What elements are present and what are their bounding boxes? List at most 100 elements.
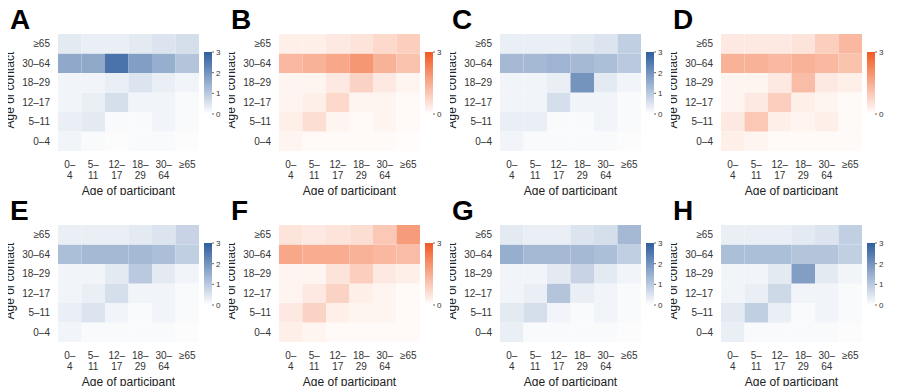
svg-text:3: 3: [216, 48, 221, 57]
svg-text:0: 0: [658, 301, 663, 310]
svg-text:≥65: ≥65: [696, 229, 713, 240]
svg-text:≥65: ≥65: [254, 38, 271, 49]
svg-text:≥65: ≥65: [33, 229, 50, 240]
svg-text:18–29: 18–29: [574, 350, 591, 372]
svg-text:18–29: 18–29: [795, 350, 812, 372]
svg-text:3: 3: [879, 48, 884, 57]
svg-text:12–17: 12–17: [108, 350, 125, 372]
svg-text:≥65: ≥65: [33, 38, 50, 49]
svg-text:≥65: ≥65: [475, 38, 492, 49]
svg-text:Age of contact: Age of contact: [8, 51, 17, 128]
svg-text:≥65: ≥65: [621, 350, 638, 361]
svg-text:12–17: 12–17: [22, 288, 50, 299]
svg-text:0–4: 0–4: [506, 159, 518, 181]
svg-text:≥65: ≥65: [842, 159, 859, 170]
svg-text:30–64: 30–64: [597, 159, 614, 181]
svg-text:Age of contact: Age of contact: [450, 51, 459, 128]
svg-text:18–29: 18–29: [353, 350, 370, 372]
svg-text:1: 1: [216, 280, 221, 289]
svg-text:Age of contact: Age of contact: [8, 242, 17, 319]
svg-text:1: 1: [658, 89, 663, 98]
svg-text:0–4: 0–4: [696, 136, 713, 147]
svg-text:Age of participant: Age of participant: [745, 375, 839, 386]
svg-text:18–29: 18–29: [685, 77, 713, 88]
svg-text:3: 3: [437, 239, 442, 248]
svg-text:30–64: 30–64: [22, 249, 50, 260]
svg-text:3: 3: [658, 48, 663, 57]
svg-text:12–17: 12–17: [771, 350, 788, 372]
svg-text:Age of participant: Age of participant: [524, 184, 618, 195]
svg-text:30–64: 30–64: [597, 350, 614, 372]
svg-text:0: 0: [879, 110, 884, 119]
svg-text:12–17: 12–17: [771, 159, 788, 181]
svg-text:0–4: 0–4: [285, 350, 297, 372]
svg-text:5–11: 5–11: [691, 307, 713, 318]
svg-text:≥65: ≥65: [254, 229, 271, 240]
svg-text:2: 2: [658, 260, 663, 269]
svg-text:30–64: 30–64: [464, 249, 492, 260]
svg-text:5–11: 5–11: [309, 350, 321, 372]
svg-text:5–11: 5–11: [751, 350, 763, 372]
svg-text:≥65: ≥65: [475, 229, 492, 240]
svg-text:12–17: 12–17: [108, 159, 125, 181]
svg-text:0–4: 0–4: [696, 327, 713, 338]
svg-text:12–17: 12–17: [22, 97, 50, 108]
svg-text:18–29: 18–29: [243, 268, 271, 279]
svg-text:Age of contact: Age of contact: [229, 242, 238, 319]
svg-text:≥65: ≥65: [696, 38, 713, 49]
svg-text:18–29: 18–29: [243, 77, 271, 88]
svg-text:30–64: 30–64: [685, 249, 713, 260]
svg-text:18–29: 18–29: [132, 350, 149, 372]
svg-text:12–17: 12–17: [550, 350, 567, 372]
svg-text:0–4: 0–4: [254, 327, 271, 338]
svg-text:Age of participant: Age of participant: [303, 184, 397, 195]
svg-text:18–29: 18–29: [685, 268, 713, 279]
svg-text:1: 1: [658, 280, 663, 289]
svg-text:5–11: 5–11: [691, 116, 713, 127]
svg-text:12–17: 12–17: [685, 288, 713, 299]
svg-text:≥65: ≥65: [621, 159, 638, 170]
svg-text:Age of contact: Age of contact: [671, 242, 680, 319]
svg-text:1: 1: [216, 89, 221, 98]
svg-text:30–64: 30–64: [22, 58, 50, 69]
svg-text:0–4: 0–4: [33, 136, 50, 147]
svg-text:Age of participant: Age of participant: [303, 375, 397, 386]
svg-text:5–11: 5–11: [28, 116, 50, 127]
svg-text:0–4: 0–4: [64, 159, 76, 181]
svg-text:0: 0: [216, 301, 221, 310]
svg-text:0–4: 0–4: [475, 327, 492, 338]
svg-text:≥65: ≥65: [179, 350, 196, 361]
svg-text:5–11: 5–11: [530, 350, 542, 372]
svg-text:18–29: 18–29: [22, 268, 50, 279]
svg-text:5–11: 5–11: [88, 159, 100, 181]
svg-text:0: 0: [658, 110, 663, 119]
svg-text:5–11: 5–11: [751, 159, 763, 181]
svg-text:Age of contact: Age of contact: [229, 51, 238, 128]
svg-text:≥65: ≥65: [400, 350, 417, 361]
svg-text:Age of participant: Age of participant: [82, 184, 176, 195]
svg-text:5–11: 5–11: [530, 159, 542, 181]
svg-text:5–11: 5–11: [249, 116, 271, 127]
svg-text:≥65: ≥65: [842, 350, 859, 361]
svg-text:0–4: 0–4: [727, 350, 739, 372]
svg-text:0: 0: [879, 301, 884, 310]
svg-text:0: 0: [437, 110, 442, 119]
svg-text:2: 2: [879, 260, 884, 269]
svg-text:12–17: 12–17: [464, 288, 492, 299]
svg-text:5–11: 5–11: [28, 307, 50, 318]
svg-text:18–29: 18–29: [795, 159, 812, 181]
svg-text:3: 3: [879, 239, 884, 248]
svg-text:0–4: 0–4: [506, 350, 518, 372]
svg-text:1: 1: [879, 280, 884, 289]
svg-text:0–4: 0–4: [64, 350, 76, 372]
svg-text:Age of participant: Age of participant: [745, 184, 839, 195]
svg-text:12–17: 12–17: [550, 159, 567, 181]
svg-text:0–4: 0–4: [475, 136, 492, 147]
svg-text:Age of participant: Age of participant: [82, 375, 176, 386]
svg-text:18–29: 18–29: [132, 159, 149, 181]
svg-text:3: 3: [658, 239, 663, 248]
svg-text:12–17: 12–17: [329, 350, 346, 372]
svg-text:2: 2: [216, 260, 221, 269]
svg-text:5–11: 5–11: [470, 116, 492, 127]
svg-text:18–29: 18–29: [574, 159, 591, 181]
